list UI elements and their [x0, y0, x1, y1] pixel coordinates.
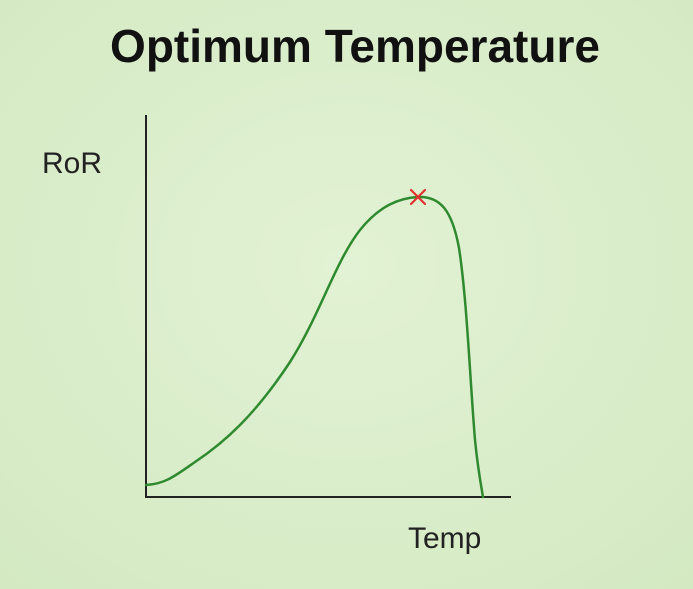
x-axis-label: Temp: [408, 522, 481, 555]
y-axis-label: RoR: [42, 147, 102, 180]
optimum-marker: [409, 188, 427, 206]
rate-curve: [144, 195, 485, 499]
title: Optimum Temperature: [110, 20, 600, 72]
